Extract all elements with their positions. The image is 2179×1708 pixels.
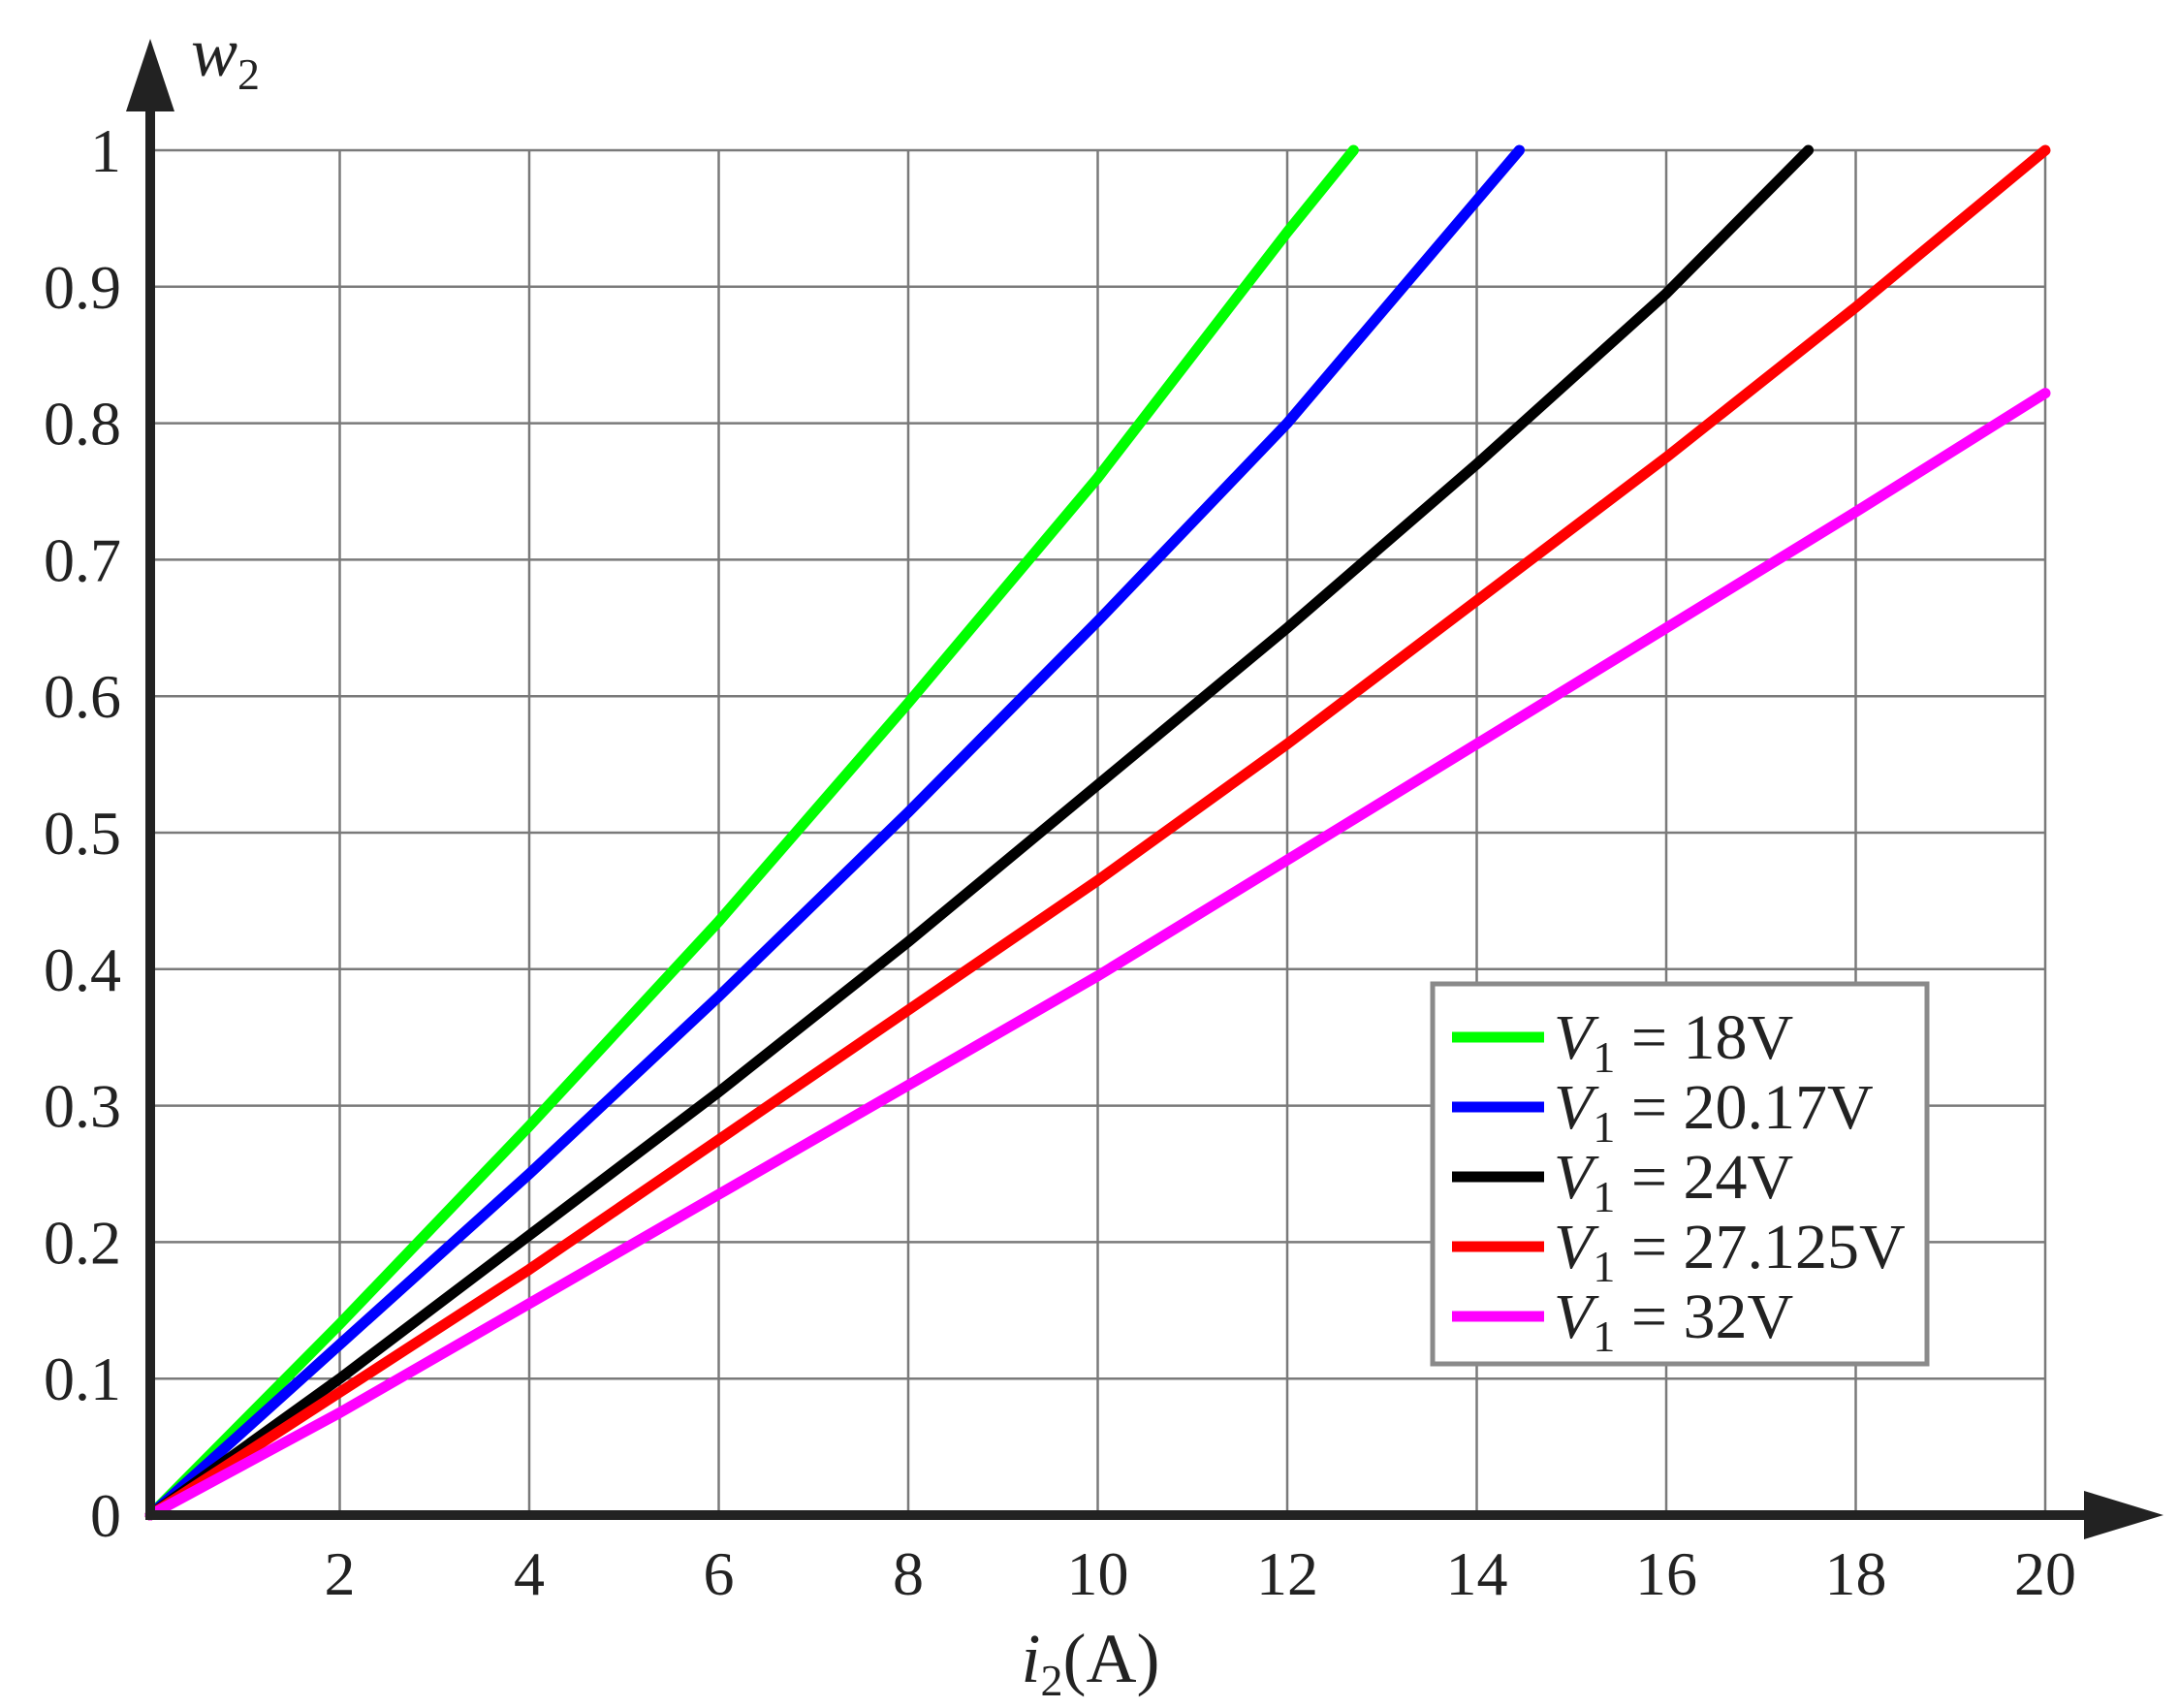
x-tick-label: 6 xyxy=(704,1539,735,1608)
axes xyxy=(126,39,2163,1539)
y-tick-label: 0.1 xyxy=(44,1344,121,1413)
x-tick-label: 16 xyxy=(1635,1539,1697,1608)
series-line-5 xyxy=(144,388,2051,1521)
series-line-3 xyxy=(144,144,1815,1521)
y-tick-label: 0.7 xyxy=(44,525,121,594)
y-tick-label: 0.5 xyxy=(44,799,121,868)
x-tick-label: 20 xyxy=(2014,1539,2076,1608)
legend-label-1: V1 = 18V xyxy=(1554,1002,1793,1082)
y-axis-arrow xyxy=(126,39,174,111)
y-tick-label: 0.3 xyxy=(44,1072,121,1141)
y-tick-label: 1 xyxy=(90,116,121,185)
x-tick-label: 4 xyxy=(514,1539,545,1608)
x-tick-label: 14 xyxy=(1446,1539,1508,1608)
x-tick-label: 10 xyxy=(1067,1539,1129,1608)
legend-label-2: V1 = 20.17V xyxy=(1554,1072,1874,1152)
x-axis-label: i2(A) xyxy=(1022,1620,1160,1703)
y-tick-label: 0.9 xyxy=(44,253,121,322)
y-tick-label: 0.8 xyxy=(44,390,121,459)
series-line-4 xyxy=(144,144,2051,1521)
series-line-1 xyxy=(144,144,1359,1521)
y-tick-label: 0.4 xyxy=(44,935,121,1004)
x-tick-label: 18 xyxy=(1825,1539,1887,1608)
y-tick-label: 0 xyxy=(90,1481,121,1550)
legend-label-4: V1 = 27.125V xyxy=(1554,1212,1906,1291)
legend-label-3: V1 = 24V xyxy=(1554,1142,1793,1221)
series-lines xyxy=(144,144,2051,1521)
tick-labels: 2 4 6 8 10 12 14 16 18 20 0 0.1 0.2 0.3 0.4 0.5 0.6 0.7 0.… xyxy=(44,116,2076,1608)
x-tick-label: 12 xyxy=(1256,1539,1318,1608)
y-axis-label: w2 xyxy=(191,14,260,99)
x-tick-label: 2 xyxy=(325,1539,356,1608)
y-tick-label: 0.6 xyxy=(44,662,121,731)
x-axis-arrow xyxy=(2084,1491,2163,1539)
legend-label-5: V1 = 32V xyxy=(1554,1281,1793,1361)
axis-labels: i2(A) w2 xyxy=(191,14,1160,1705)
y-tick-label: 0.2 xyxy=(44,1208,121,1277)
series-line-2 xyxy=(144,144,1525,1521)
x-tick-label: 8 xyxy=(893,1539,924,1608)
